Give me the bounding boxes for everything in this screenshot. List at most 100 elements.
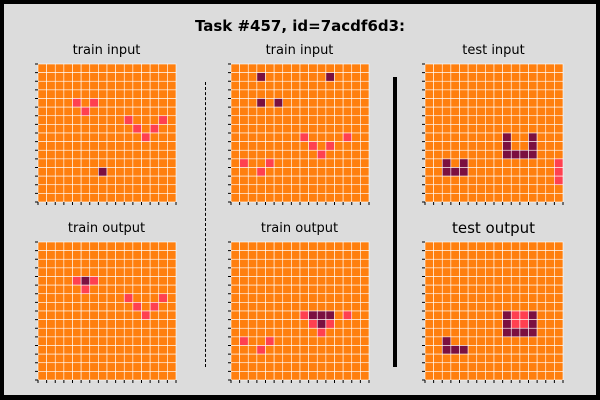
grid-cell <box>433 124 443 134</box>
grid-cell <box>158 258 168 269</box>
grid-cell <box>528 98 538 108</box>
grid-cell <box>360 184 370 194</box>
grid-cell <box>299 80 309 91</box>
grid-cell <box>342 284 353 295</box>
grid-cell <box>89 184 99 194</box>
grid-cell <box>46 175 56 186</box>
grid-cell <box>308 89 318 99</box>
grid-cell <box>351 250 361 260</box>
grid-cell <box>459 284 469 295</box>
grid-cell <box>299 319 309 329</box>
grid-cell <box>282 310 292 320</box>
grid-cell <box>360 302 370 312</box>
grid-cell <box>106 353 116 364</box>
grid-cell <box>493 175 503 186</box>
grid-cell <box>536 302 547 312</box>
grid-cell <box>132 115 142 125</box>
grid-cell <box>149 258 160 269</box>
grid-cell <box>433 167 443 177</box>
grid-cell <box>441 167 452 177</box>
grid-cell <box>433 98 443 108</box>
grid-cell <box>265 250 275 260</box>
grid-cell <box>510 115 521 125</box>
grid-cell <box>256 175 266 186</box>
grid-cell <box>72 184 82 194</box>
grid-cell <box>299 258 309 269</box>
grid-cell <box>536 175 547 186</box>
grid-cell <box>433 310 443 320</box>
grid-cell <box>46 72 56 82</box>
grid-cell <box>115 80 125 91</box>
grid-cell <box>63 371 73 381</box>
grid-cell <box>37 124 47 134</box>
grid-cell <box>46 184 56 194</box>
grid-cell <box>141 293 151 303</box>
grid-cell <box>467 371 478 381</box>
grid-cell <box>230 284 240 295</box>
grid-cell <box>167 158 177 168</box>
grid-cell <box>282 72 292 82</box>
grid-cell <box>510 371 521 381</box>
grid-cell <box>502 267 512 277</box>
grid-cell <box>115 141 125 151</box>
grid-cell <box>325 80 335 91</box>
grid-cell <box>476 345 486 355</box>
grid-cell <box>282 89 292 99</box>
grid-cell <box>106 184 116 194</box>
grid-cell <box>342 106 353 117</box>
grid-cell <box>282 345 292 355</box>
grid-cell <box>467 158 478 168</box>
grid-cell <box>239 63 249 73</box>
grid-cell <box>230 141 240 151</box>
grid-cell <box>98 293 108 303</box>
grid-cell <box>536 258 547 269</box>
grid-cell <box>342 336 353 346</box>
grid-cell <box>554 327 564 338</box>
grid-cell <box>459 327 469 338</box>
grid-cell <box>545 80 555 91</box>
grid-cell <box>485 336 495 346</box>
grid-cell <box>239 158 249 168</box>
grid-cell <box>106 302 116 312</box>
grid-cell <box>467 193 478 203</box>
grid-cell <box>230 167 240 177</box>
grid-cell <box>467 310 478 320</box>
grid-cell <box>424 267 434 277</box>
grid-cell <box>433 80 443 91</box>
grid-cell <box>46 267 56 277</box>
grid-cell <box>89 327 99 338</box>
grid-cell <box>167 89 177 99</box>
grid-cell <box>360 193 370 203</box>
grid-cell <box>351 72 361 82</box>
grid-cell <box>325 132 335 142</box>
grid-cell <box>351 336 361 346</box>
grid-cell <box>141 106 151 117</box>
grid-cell <box>291 310 301 320</box>
grid-cell <box>325 158 335 168</box>
grid-cell <box>325 106 335 117</box>
grid-cell <box>132 267 142 277</box>
grid-cell <box>291 193 301 203</box>
grid-cell <box>467 241 478 251</box>
grid-cell <box>132 327 142 338</box>
grid-cell <box>299 250 309 260</box>
grid-cell <box>502 167 512 177</box>
grid-cell <box>37 284 47 295</box>
grid-cell <box>459 132 469 142</box>
grid-cell <box>476 63 486 73</box>
grid-cell <box>519 267 529 277</box>
grid-cell <box>239 149 249 160</box>
grid-cell <box>282 175 292 186</box>
grid-cell <box>424 141 434 151</box>
grid-cell <box>256 115 266 125</box>
grid-cell <box>441 149 452 160</box>
grid-cell <box>342 362 353 372</box>
grid-cell <box>247 241 258 251</box>
grid-cell <box>519 167 529 177</box>
grid-cell <box>467 149 478 160</box>
grid-cell <box>106 124 116 134</box>
grid-cell <box>433 175 443 186</box>
grid-cell <box>554 98 564 108</box>
grid-cell <box>493 284 503 295</box>
grid-cell <box>467 353 478 364</box>
